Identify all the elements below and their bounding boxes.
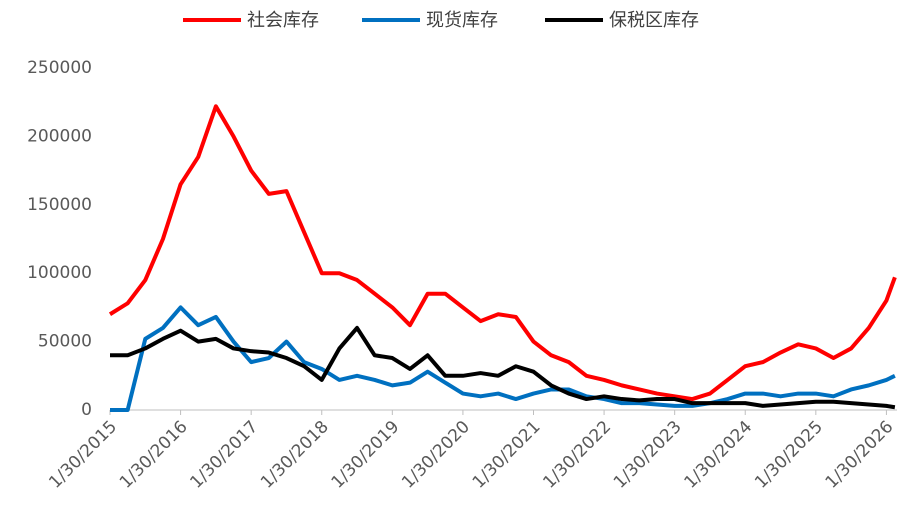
series-line [110,325,896,410]
x-tick-label: 1/30/2021 [469,417,545,493]
x-tick-label: 1/30/2015 [45,417,121,493]
y-tick-label: 100000 [27,263,92,283]
y-tick-label: 50000 [38,332,92,352]
x-tick-label: 1/30/2019 [328,417,404,493]
y-tick-label: 150000 [27,195,92,215]
x-tick-label: 1/30/2020 [398,417,474,493]
series-line [110,305,896,412]
y-tick-label: 200000 [27,126,92,146]
series-line [108,104,897,402]
legend-label: 现货库存 [426,10,498,31]
x-tick-label: 1/30/2026 [822,417,898,493]
y-tick-label: 250000 [27,58,92,78]
x-tick-label: 1/30/2018 [257,417,333,493]
legend-label: 保税区库存 [609,10,699,31]
x-tick-label: 1/30/2024 [681,417,757,493]
y-tick-label: 0 [81,400,92,420]
x-tick-label: 1/30/2022 [539,417,615,493]
x-tick-label: 1/30/2017 [186,417,262,493]
x-tick-label: 1/30/2023 [610,417,686,493]
legend-label: 社会库存 [247,10,319,31]
x-tick-label: 1/30/2016 [116,417,192,493]
x-tick-label: 1/30/2025 [751,417,827,493]
